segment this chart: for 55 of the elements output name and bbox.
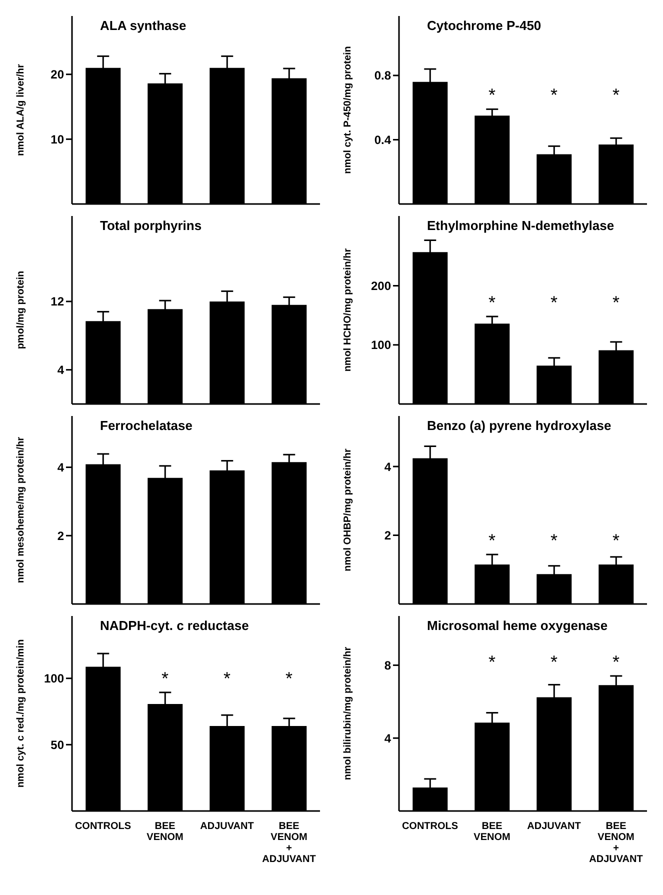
y-axis-title: pmol/mg protein: [16, 270, 27, 350]
x-tick-label: ADJUVANT: [200, 821, 254, 832]
y-axis-title: nmol mesoheme/mg protein/hr: [16, 436, 27, 584]
y-tick-label: 4: [384, 460, 392, 474]
y-tick-label: 100: [44, 672, 64, 686]
y-axis-title: nmol cyt. c red./mg protein/min: [16, 639, 27, 788]
y-axis-title: nmol cyt. P-450/mg protein: [342, 46, 354, 174]
chart-title: NADPH-cyt. c reductase: [100, 618, 249, 633]
y-axis-title: nmol ALA/g liver/hr: [16, 64, 27, 156]
y-tick-label: 50: [50, 738, 64, 752]
annotation: *: [612, 530, 620, 551]
y-tick-label: 12: [50, 294, 64, 309]
annotation: *: [161, 668, 169, 688]
chart-title: Ferrochelatase: [100, 418, 192, 433]
annotation: *: [550, 530, 558, 551]
y-tick-label: 100: [370, 338, 392, 352]
annotation: *: [550, 652, 558, 672]
y-axis-title: nmol OHBP/mg protein/hr: [342, 448, 354, 572]
annotation: *: [488, 652, 496, 672]
x-tick-label: CONTROLS: [402, 821, 458, 832]
y-tick-label: 0.4: [374, 132, 392, 147]
annotation: *: [285, 668, 293, 688]
annotation: *: [612, 85, 620, 106]
y-tick-label: 2: [57, 528, 64, 543]
chart-title: Ethylmorphine N-demethylase: [427, 218, 614, 233]
annotation: *: [488, 292, 496, 313]
x-tick-label: BEE VENOM: [474, 821, 510, 843]
annotation: *: [612, 292, 620, 313]
annotation: *: [488, 85, 496, 106]
y-tick-label: 4: [57, 363, 64, 378]
y-tick-label: 10: [50, 132, 64, 146]
annotation: *: [488, 530, 496, 551]
x-tick-label: CONTROLS: [74, 821, 132, 832]
annotation: *: [223, 668, 231, 688]
annotation: *: [550, 292, 558, 313]
annotation: *: [550, 85, 558, 106]
chart-title: Benzo (a) pyrene hydroxylase: [427, 418, 612, 433]
chart-title: ALA synthase: [100, 18, 186, 33]
y-tick-label: 20: [50, 68, 64, 82]
y-axis-title: nmol bilirubin/mg protein/hr: [342, 646, 354, 780]
x-tick-label: BEE VENOM: [146, 821, 184, 843]
y-tick-label: 4: [57, 460, 64, 475]
x-tick-label: BEE VENOM + ADJUVANT: [262, 821, 316, 865]
x-tick-label: BEE VENOM + ADJUVANT: [589, 821, 643, 865]
chart-title: Cytochrome P-450: [427, 18, 542, 33]
chart-title: Total porphyrins: [100, 218, 202, 233]
y-tick-label: 2: [384, 528, 392, 543]
y-tick-label: 4: [384, 731, 392, 746]
y-tick-label: 0.8: [374, 68, 392, 83]
y-tick-label: 8: [384, 658, 392, 672]
chart-title: Microsomal heme oxygenase: [427, 618, 608, 633]
y-tick-label: 200: [370, 279, 392, 294]
y-axis-title: nmol HCHO/mg protein/hr: [342, 248, 354, 372]
x-tick-label: ADJUVANT: [527, 821, 581, 832]
annotation: *: [612, 652, 620, 672]
